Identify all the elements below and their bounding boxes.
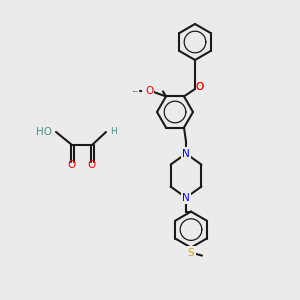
Text: O: O — [68, 160, 76, 170]
Text: HO: HO — [36, 127, 52, 137]
Text: N: N — [182, 148, 190, 159]
Text: O: O — [143, 86, 151, 96]
Text: O: O — [88, 160, 96, 170]
Text: Methyl: Methyl — [133, 91, 137, 92]
Text: Methoxy: Methoxy — [133, 91, 139, 92]
Text: H: H — [110, 128, 117, 136]
Text: O: O — [146, 86, 154, 96]
Text: O: O — [195, 82, 203, 92]
Text: O: O — [195, 82, 203, 92]
Text: S: S — [188, 248, 194, 258]
Text: N: N — [182, 193, 190, 202]
Text: O: O — [145, 86, 153, 96]
